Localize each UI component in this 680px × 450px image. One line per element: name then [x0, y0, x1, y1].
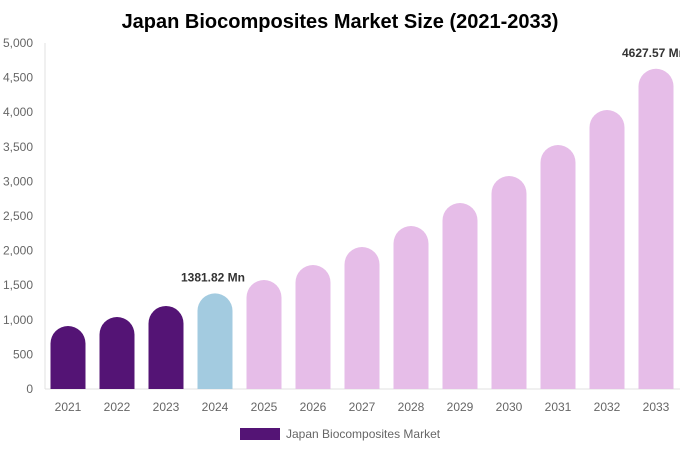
x-tick-label: 2024 [202, 400, 229, 414]
bar-2023[interactable] [148, 305, 184, 389]
y-tick-label: 2,000 [3, 244, 33, 258]
y-tick-label: 5,000 [3, 36, 33, 50]
x-tick-label: 2033 [643, 400, 670, 414]
y-tick-label: 2,500 [3, 209, 33, 223]
y-tick-label: 1,500 [3, 278, 33, 292]
bars [50, 68, 674, 390]
y-axis: 0 500 1,000 1,500 2,000 2,500 3,000 3,500 4,000 4… [3, 36, 680, 396]
legend[interactable]: Japan Biocomposites Market [240, 427, 441, 441]
x-tick-label: 2022 [104, 400, 131, 414]
legend-label: Japan Biocomposites Market [286, 427, 441, 441]
bar-2025[interactable] [246, 280, 282, 389]
x-tick-label: 2028 [398, 400, 425, 414]
bar-2021[interactable] [50, 326, 86, 389]
chart-title: Japan Biocomposites Market Size (2021-20… [122, 11, 559, 33]
data-label-2033: 4627.57 Mn [622, 46, 680, 60]
x-tick-label: 2027 [349, 400, 376, 414]
bar-2031[interactable] [540, 145, 576, 389]
y-tick-label: 3,000 [3, 174, 33, 188]
bar-2033[interactable] [638, 68, 674, 390]
bar-2027[interactable] [344, 247, 380, 389]
x-tick-label: 2021 [55, 400, 82, 414]
y-tick-label: 0 [26, 382, 33, 396]
bar-2032[interactable] [589, 109, 625, 390]
x-tick-label: 2029 [447, 400, 474, 414]
bar-2026[interactable] [295, 264, 331, 389]
bar-2030[interactable] [491, 176, 527, 389]
y-tick-label: 1,000 [3, 313, 33, 327]
legend-swatch [240, 428, 280, 440]
y-tick-label: 4,000 [3, 105, 33, 119]
x-tick-label: 2026 [300, 400, 327, 414]
y-tick-label: 500 [13, 347, 33, 361]
bar-2028[interactable] [393, 226, 429, 389]
data-label-2024: 1381.82 Mn [181, 270, 245, 284]
data-labels: 1381.82 Mn 4627.57 Mn [181, 46, 680, 285]
x-axis: 2021 2022 2023 2024 2025 2026 2027 2028 2029 2030… [55, 400, 670, 414]
y-tick-label: 4,500 [3, 71, 33, 85]
bar-2022[interactable] [99, 317, 135, 389]
x-tick-label: 2025 [251, 400, 278, 414]
y-tick-label: 3,500 [3, 140, 33, 154]
bar-2029[interactable] [442, 202, 478, 389]
x-tick-label: 2030 [496, 400, 523, 414]
x-tick-label: 2031 [545, 400, 572, 414]
bar-2024[interactable] [197, 293, 233, 389]
x-tick-label: 2032 [594, 400, 621, 414]
x-tick-label: 2023 [153, 400, 180, 414]
